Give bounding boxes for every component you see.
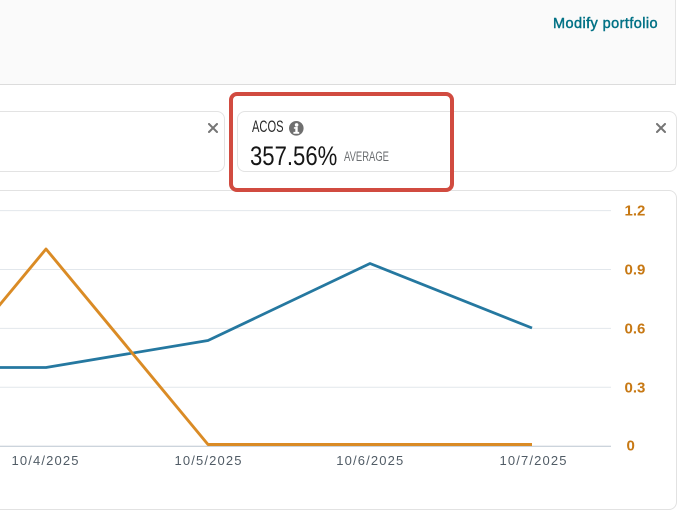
svg-text:0: 0: [627, 437, 635, 454]
svg-text:10/6/2025: 10/6/2025: [336, 453, 403, 468]
svg-text:0.9: 0.9: [625, 262, 646, 279]
svg-text:0.6: 0.6: [625, 320, 646, 337]
svg-text:10/4/2025: 10/4/2025: [12, 453, 79, 468]
svg-text:1.2: 1.2: [625, 203, 646, 220]
svg-text:10/5/2025: 10/5/2025: [175, 453, 242, 468]
svg-text:0.3: 0.3: [625, 379, 646, 396]
svg-text:10/7/2025: 10/7/2025: [500, 453, 567, 468]
